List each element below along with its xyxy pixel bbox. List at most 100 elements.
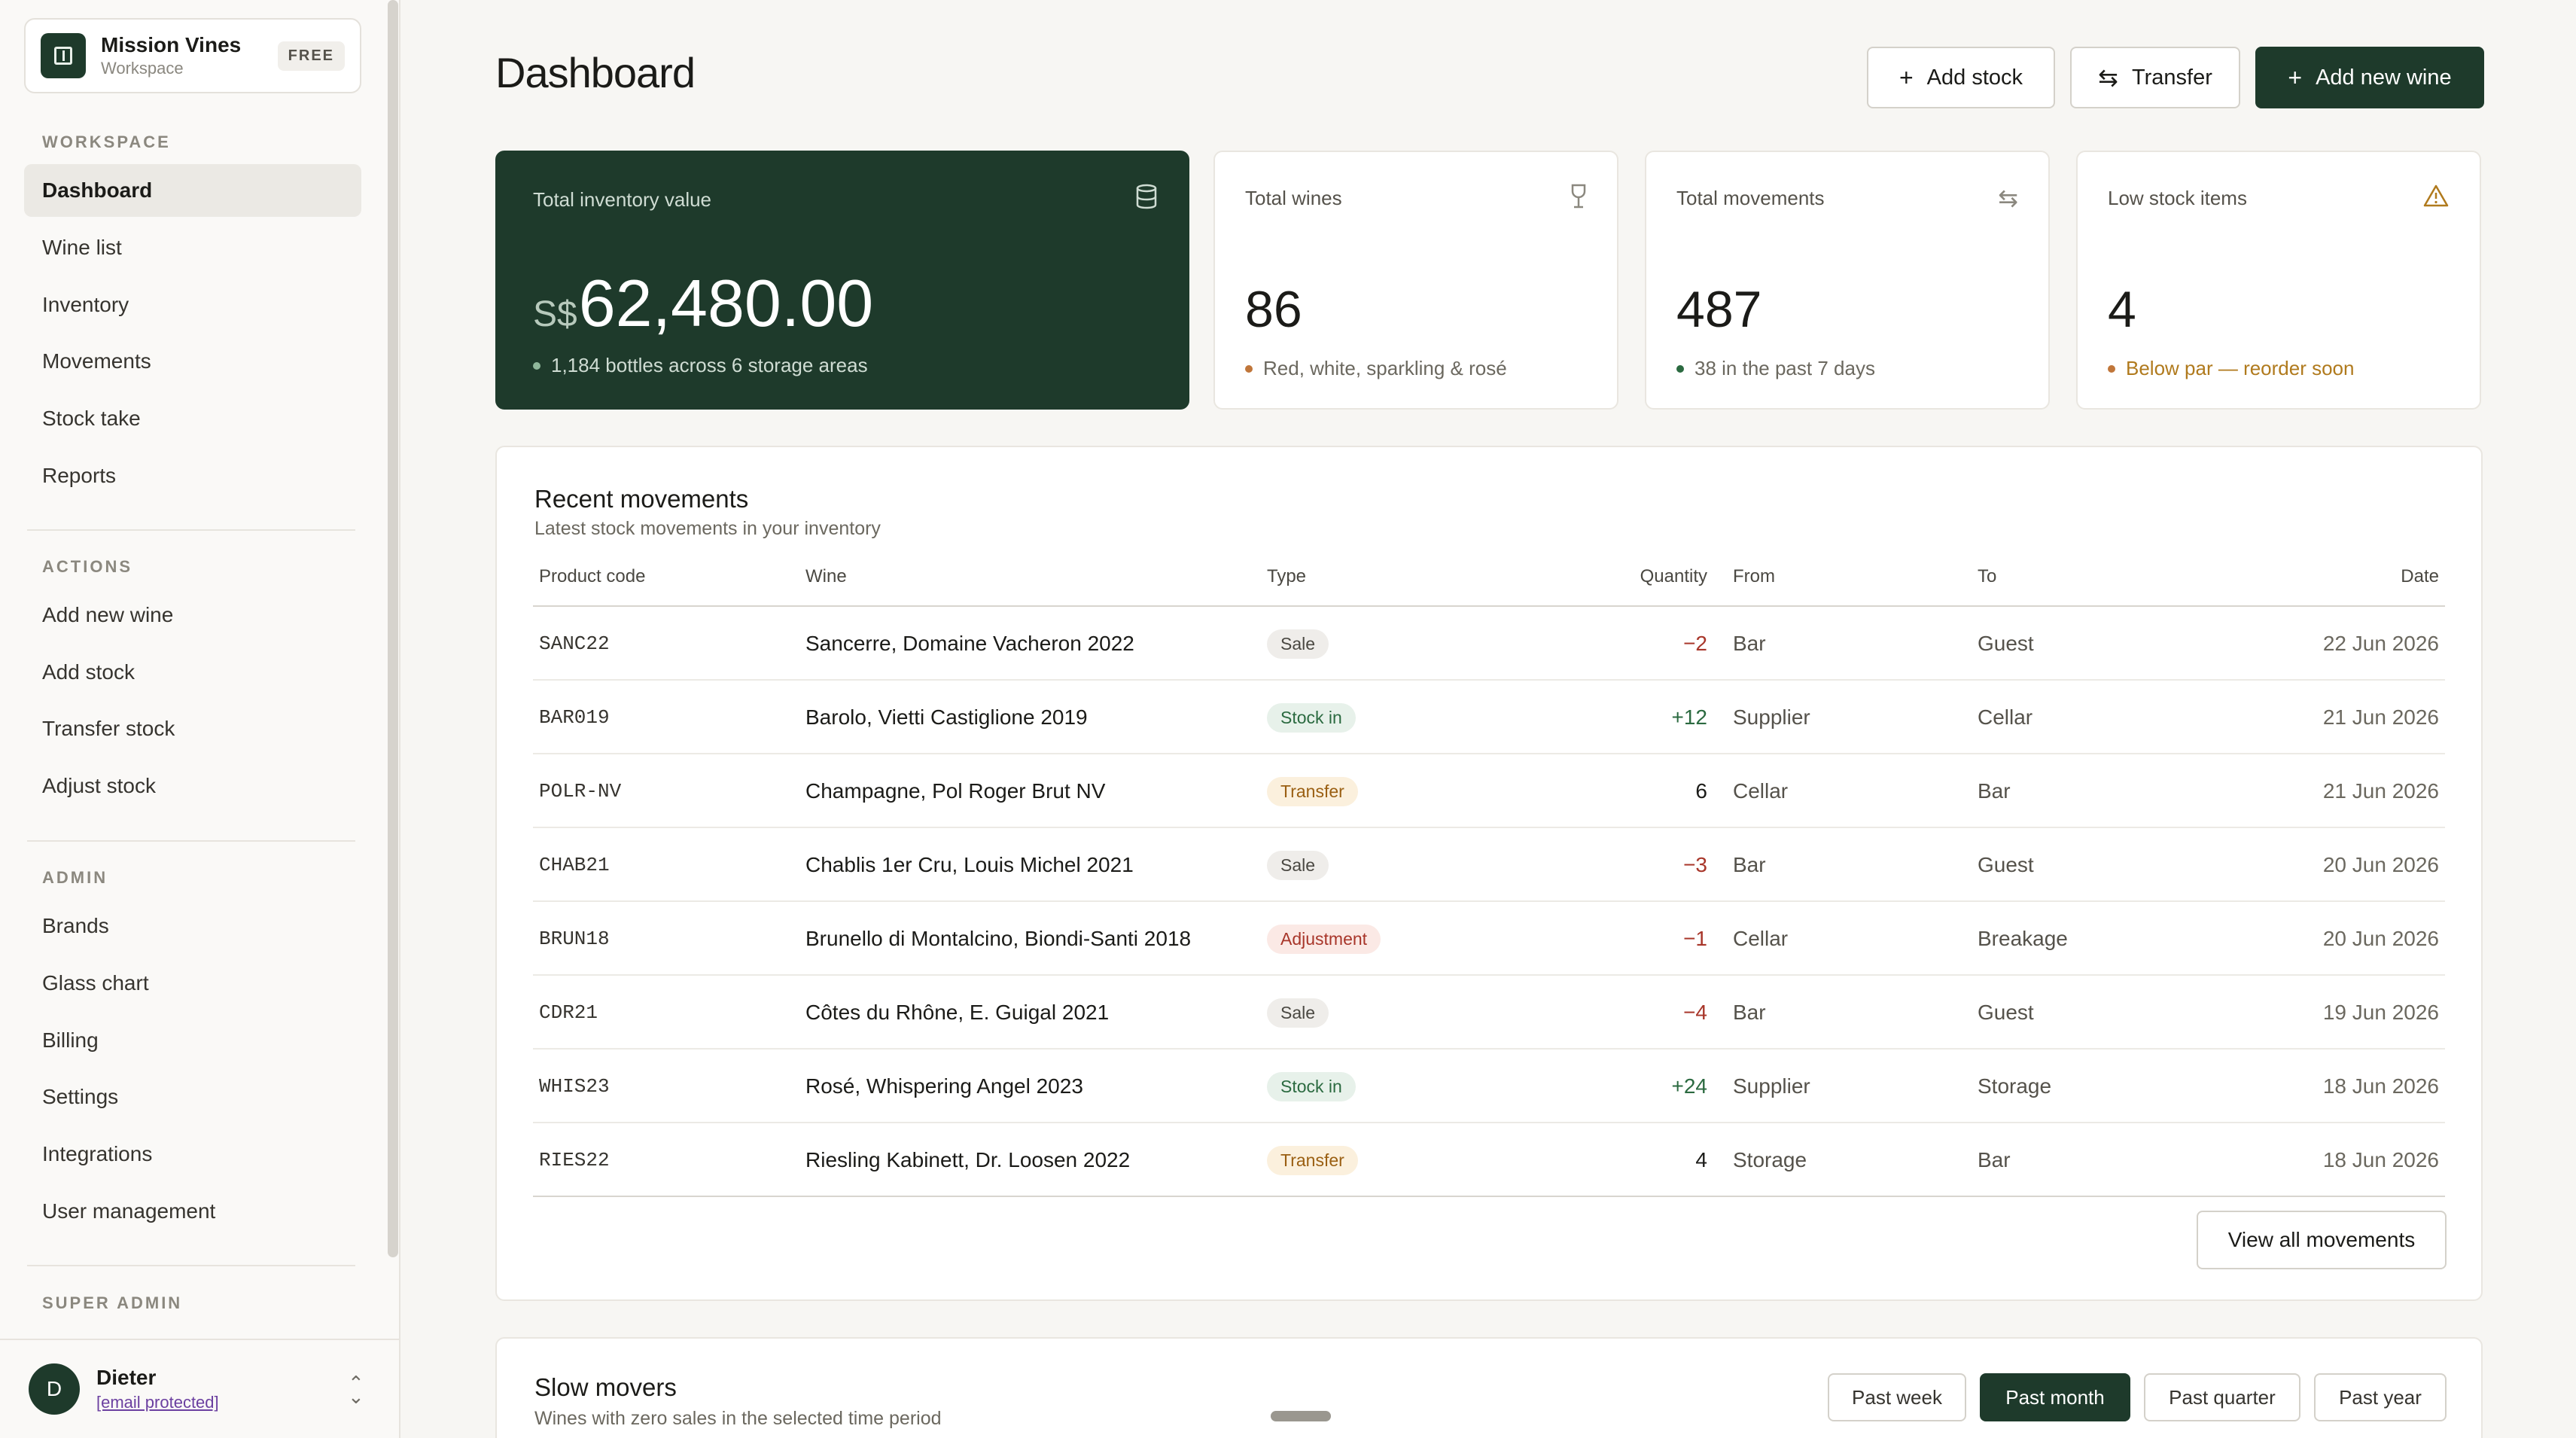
cell-from: Cellar: [1733, 927, 1789, 950]
cell-date: 21 Jun 2026: [2322, 705, 2439, 729]
table-row[interactable]: CDR21 Côtes du Rhône, E. Guigal 2021 Sale −…: [533, 976, 2445, 1050]
cell-wine: Chablis 1er Cru, Louis Michel 2021: [805, 853, 1134, 876]
user-menu[interactable]: D Dieter [email protected] ⌃ ⌄: [0, 1339, 399, 1438]
cell-to: Bar: [1978, 779, 2011, 803]
section-heading-actions: ACTIONS: [42, 557, 132, 576]
period-past-year[interactable]: Past year: [2314, 1373, 2447, 1421]
sidebar-item-dashboard[interactable]: Dashboard: [24, 164, 361, 217]
sidebar-item-wine-list[interactable]: Wine list: [42, 236, 122, 259]
column-header-wine[interactable]: Wine: [805, 566, 847, 586]
section-heading-workspace: WORKSPACE: [42, 133, 171, 151]
column-header-quantity[interactable]: Quantity: [1640, 566, 1707, 586]
cell-type: Sale: [1267, 976, 1329, 1050]
transfer-button[interactable]: ⇆ Transfer: [2070, 47, 2240, 108]
stat-value: 487: [1676, 281, 1762, 338]
sidebar-scrollbar[interactable]: [388, 0, 398, 1257]
panel-title: Recent movements: [534, 485, 749, 513]
chevron-up-down-icon[interactable]: ⌃ ⌄: [348, 1372, 364, 1408]
plan-badge: FREE: [277, 41, 345, 71]
sidebar-item-settings[interactable]: Settings: [42, 1085, 119, 1108]
period-past-week[interactable]: Past week: [1828, 1373, 1966, 1421]
plus-icon: +: [1899, 64, 1914, 91]
table-row[interactable]: CHAB21 Chablis 1er Cru, Louis Michel 2021…: [533, 828, 2445, 902]
transfer-label: Transfer: [2131, 65, 2212, 90]
period-past-quarter[interactable]: Past quarter: [2144, 1373, 2300, 1421]
workspace-logo-icon: [41, 33, 86, 78]
sidebar-item-transfer-stock[interactable]: Transfer stock: [42, 717, 175, 740]
type-badge: Sale: [1267, 998, 1329, 1028]
type-badge: Adjustment: [1267, 924, 1381, 954]
stat-card-inventory-value: Total inventory value S$62,480.00 1,184 …: [495, 151, 1189, 410]
cell-wine: Rosé, Whispering Angel 2023: [805, 1074, 1083, 1098]
workspace-name: Mission Vines: [101, 33, 242, 56]
table-row[interactable]: BRUN18 Brunello di Montalcino, Biondi-San…: [533, 902, 2445, 976]
sidebar-divider: [27, 1265, 355, 1266]
column-header-to[interactable]: To: [1978, 566, 1997, 586]
sidebar-item-adjust-stock[interactable]: Adjust stock: [42, 774, 156, 797]
section-heading-super-admin: SUPER ADMIN: [42, 1293, 183, 1312]
cell-from: Bar: [1733, 853, 1766, 876]
cell-product-code: BAR019: [539, 706, 610, 729]
plus-icon: +: [2288, 64, 2303, 91]
table-row[interactable]: RIES22 Riesling Kabinett, Dr. Loosen 2022…: [533, 1123, 2445, 1197]
period-past-month[interactable]: Past month: [1980, 1373, 2130, 1421]
add-stock-button[interactable]: + Add stock: [1867, 47, 2055, 108]
column-header-code[interactable]: Product code: [539, 566, 646, 586]
stat-note: 38 in the past 7 days: [1676, 357, 1875, 380]
cell-to: Guest: [1978, 1001, 2034, 1024]
panel-title: Slow movers: [534, 1373, 677, 1401]
type-badge: Sale: [1267, 850, 1329, 880]
column-header-date[interactable]: Date: [2401, 566, 2439, 586]
cell-type: Stock in: [1267, 681, 1356, 754]
sidebar-item-inventory[interactable]: Inventory: [42, 293, 129, 316]
stat-label: Total wines: [1245, 187, 1342, 209]
sidebar-item-billing[interactable]: Billing: [42, 1028, 99, 1052]
cell-to: Cellar: [1978, 705, 2033, 729]
drag-handle[interactable]: [1271, 1411, 1331, 1421]
user-email[interactable]: [email protected]: [96, 1393, 219, 1412]
column-header-type[interactable]: Type: [1267, 566, 1307, 586]
column-header-from[interactable]: From: [1733, 566, 1775, 586]
sidebar-item-brands[interactable]: Brands: [42, 914, 109, 937]
cell-from: Supplier: [1733, 705, 1810, 729]
sidebar-item-user-management[interactable]: User management: [42, 1199, 216, 1223]
user-name: Dieter: [96, 1366, 157, 1389]
view-all-movements-button[interactable]: View all movements: [2197, 1211, 2447, 1269]
add-new-wine-button[interactable]: + Add new wine: [2255, 47, 2484, 108]
workspace-switcher[interactable]: Mission Vines Workspace FREE: [24, 18, 361, 93]
stat-value: 4: [2108, 281, 2136, 338]
cell-date: 20 Jun 2026: [2322, 853, 2439, 876]
cell-product-code: CHAB21: [539, 854, 610, 876]
stat-label: Low stock items: [2108, 187, 2247, 209]
sidebar: Mission Vines Workspace FREE WORKSPACE D…: [0, 0, 400, 1438]
sidebar-item-glass-chart[interactable]: Glass chart: [42, 971, 149, 995]
cell-quantity: 6: [1695, 779, 1707, 803]
cell-type: Transfer: [1267, 754, 1358, 828]
cell-date: 20 Jun 2026: [2322, 927, 2439, 950]
sidebar-item-integrations[interactable]: Integrations: [42, 1142, 153, 1165]
sidebar-item-reports[interactable]: Reports: [42, 464, 117, 487]
table-row[interactable]: POLR-NV Champagne, Pol Roger Brut NV Trans…: [533, 754, 2445, 828]
table-row[interactable]: WHIS23 Rosé, Whispering Angel 2023 Stock i…: [533, 1050, 2445, 1123]
avatar: D: [29, 1363, 80, 1415]
stat-value: S$62,480.00: [533, 266, 874, 340]
table-header-divider: [533, 605, 2445, 607]
cell-quantity: −2: [1683, 632, 1707, 655]
cell-date: 18 Jun 2026: [2322, 1148, 2439, 1171]
stat-card-total-movements: Total movements ⇆ 487 38 in the past 7 d…: [1645, 151, 2050, 410]
stat-note: Red, white, sparkling & rosé: [1245, 357, 1507, 380]
sidebar-item-add-new-wine[interactable]: Add new wine: [42, 603, 174, 626]
stat-value: 86: [1245, 281, 1302, 338]
cell-type: Stock in: [1267, 1050, 1356, 1123]
cell-wine: Barolo, Vietti Castiglione 2019: [805, 705, 1088, 729]
cell-quantity: 4: [1695, 1148, 1707, 1171]
warning-icon: [2422, 184, 2450, 214]
sidebar-item-movements[interactable]: Movements: [42, 349, 151, 373]
table-row[interactable]: SANC22 Sancerre, Domaine Vacheron 2022 Sal…: [533, 607, 2445, 681]
panel-subtitle: Latest stock movements in your inventory: [534, 518, 881, 539]
cell-date: 22 Jun 2026: [2322, 632, 2439, 655]
cell-product-code: CDR21: [539, 1001, 598, 1024]
sidebar-item-add-stock[interactable]: Add stock: [42, 660, 135, 684]
table-row[interactable]: BAR019 Barolo, Vietti Castiglione 2019 Sto…: [533, 681, 2445, 754]
sidebar-item-stock-take[interactable]: Stock take: [42, 407, 141, 430]
